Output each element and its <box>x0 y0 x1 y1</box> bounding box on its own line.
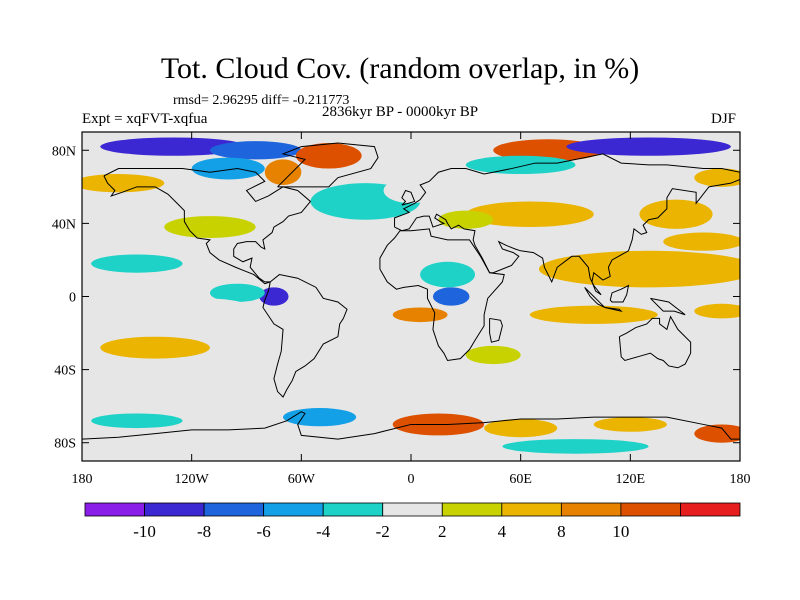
colorbar-label: -2 <box>376 522 390 541</box>
experiment-label: Expt = xqFVT-xqfua <box>82 111 208 127</box>
anomaly-patch <box>209 141 302 160</box>
colorbar-label: -6 <box>257 522 271 541</box>
anomaly-patch <box>593 417 667 432</box>
coastline <box>103 168 312 285</box>
coastline <box>489 317 503 343</box>
anomaly-patch <box>209 283 265 302</box>
colorbar-label: 4 <box>498 522 507 541</box>
colorbar-label: 8 <box>557 522 566 541</box>
anomaly-patch <box>295 142 362 169</box>
colorbar-box <box>144 502 205 517</box>
anomaly-patch <box>694 168 740 187</box>
anomaly-patch <box>694 303 740 319</box>
anomaly-patch <box>283 407 357 427</box>
anomaly-patch <box>465 155 576 175</box>
colorbar-box <box>322 502 384 517</box>
y-tick-label: 0 <box>69 291 76 306</box>
colorbar-label: 10 <box>612 522 629 541</box>
x-tick-label: 60W <box>288 472 316 487</box>
anomaly-patch <box>648 358 722 374</box>
anomaly-patch <box>191 157 265 180</box>
anomaly-patch <box>484 418 558 438</box>
anomaly-patch <box>301 384 375 399</box>
coastline <box>379 228 505 362</box>
y-tick-label: 40N <box>52 217 76 232</box>
anomaly-patch <box>155 435 302 451</box>
coastline <box>618 315 692 369</box>
anomaly-patch <box>694 424 740 443</box>
anomaly-patch <box>529 305 658 324</box>
anomaly-patch <box>566 137 731 156</box>
anomaly-layer <box>82 137 740 454</box>
colorbar-label: -4 <box>316 522 331 541</box>
anomaly-patch <box>383 177 439 204</box>
colorbar-label: -8 <box>197 522 211 541</box>
anomaly-patch <box>639 199 713 229</box>
coastline <box>609 284 630 303</box>
y-tick-label: 80S <box>54 437 76 452</box>
anomaly-patch <box>164 216 256 239</box>
colorbar-box <box>84 502 145 517</box>
coastline <box>262 274 348 398</box>
colorbar-box <box>560 502 622 517</box>
colorbar-box <box>680 502 741 517</box>
anomaly-patch <box>420 261 475 288</box>
x-tick-label: 180 <box>72 472 93 487</box>
anomaly-patch <box>155 380 265 396</box>
coastline <box>277 142 379 188</box>
anomaly-patch <box>100 336 210 359</box>
stats-line: rmsd= 2.96295 diff= -0.211773 <box>173 93 350 108</box>
anomaly-patch <box>264 159 302 186</box>
colorbar-box <box>620 502 681 517</box>
anomaly-patch <box>502 439 649 454</box>
x-tick-label: 120W <box>175 472 210 487</box>
colorbar-label: 2 <box>438 522 447 541</box>
anomaly-patch <box>465 201 594 228</box>
anomaly-patch <box>259 287 289 306</box>
colorbar-box <box>441 502 503 517</box>
anomaly-patch <box>538 250 740 288</box>
y-tick-label: 40S <box>54 364 76 379</box>
colorbar-box <box>263 502 324 517</box>
colorbar-box <box>203 502 265 517</box>
y-tick-label: 80N <box>52 144 76 159</box>
coastline <box>650 297 686 316</box>
anomaly-patch <box>82 174 165 193</box>
period-label: 2836kyr BP - 0000kyr BP <box>322 104 479 120</box>
figure-title: Tot. Cloud Cov. (random overlap, in %) <box>160 52 640 85</box>
anomaly-patch <box>237 247 293 266</box>
x-tick-label: 120E <box>616 472 646 487</box>
x-tick-label: 60E <box>509 472 532 487</box>
coastline <box>401 189 416 206</box>
x-tick-label: 0 <box>408 472 415 487</box>
anomaly-patch <box>432 287 470 306</box>
anomaly-patch <box>663 232 740 251</box>
anomaly-patch <box>438 210 494 229</box>
anomaly-patch <box>465 389 576 405</box>
x-tick-label: 180 <box>730 472 751 487</box>
coastline <box>82 411 740 451</box>
coastline <box>394 153 740 296</box>
anomaly-patch <box>155 298 247 313</box>
colorbar-box <box>501 502 562 517</box>
anomaly-patch <box>91 413 183 429</box>
coastlines <box>82 142 740 451</box>
season-label: DJF <box>711 111 737 127</box>
coastline <box>604 306 623 312</box>
anomaly-patch <box>392 307 448 323</box>
anomaly-patch <box>465 345 521 365</box>
colorbar-label: -10 <box>133 522 156 541</box>
anomaly-patch <box>91 254 183 273</box>
anomaly-patch <box>100 137 247 156</box>
colorbar-box <box>382 502 443 517</box>
